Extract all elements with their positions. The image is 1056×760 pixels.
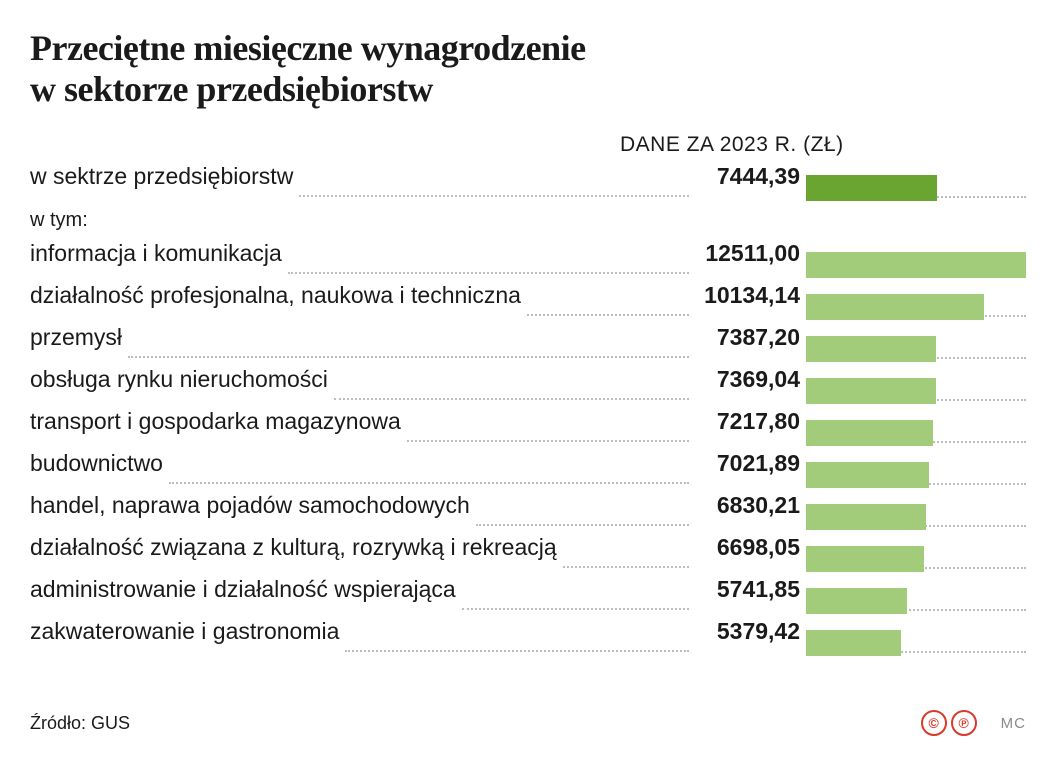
row-value: 6830,21 bbox=[695, 492, 800, 519]
dotted-leader bbox=[334, 397, 689, 400]
dotted-leader bbox=[563, 565, 689, 568]
row-value: 7444,39 bbox=[695, 163, 800, 190]
row-label: informacja i komunikacja bbox=[30, 240, 282, 267]
row-value: 12511,00 bbox=[695, 240, 800, 267]
bar bbox=[806, 504, 926, 530]
dotted-leader bbox=[169, 481, 689, 484]
row-label: handel, naprawa pojadów samochodowych bbox=[30, 492, 470, 519]
main-row: w sektrze przedsiębiorstw 7444,39 bbox=[30, 163, 1026, 203]
row-label: transport i gospodarka magazynowa bbox=[30, 408, 401, 435]
bar-track bbox=[806, 462, 1026, 488]
bar-track bbox=[806, 420, 1026, 446]
row-value: 5741,85 bbox=[695, 576, 800, 603]
bar bbox=[806, 588, 907, 614]
table-row: administrowanie i działalność wspierając… bbox=[30, 576, 1026, 616]
title-line-1: Przeciętne miesięczne wynagrodzenie bbox=[30, 28, 586, 68]
row-value: 5379,42 bbox=[695, 618, 800, 645]
column-header: DANE ZA 2023 R. (ZŁ) bbox=[620, 133, 1026, 157]
credit: MC bbox=[1001, 715, 1026, 732]
table-row: informacja i komunikacja 12511,00 bbox=[30, 240, 1026, 280]
row-value: 7387,20 bbox=[695, 324, 800, 351]
source-label: Źródło: GUS bbox=[30, 713, 130, 734]
dotted-leader bbox=[345, 649, 689, 652]
table-row: działalność profesjonalna, naukowa i tec… bbox=[30, 282, 1026, 322]
bar-track bbox=[806, 252, 1026, 278]
infographic: Przeciętne miesięczne wynagrodzenie w se… bbox=[0, 0, 1056, 760]
row-value: 6698,05 bbox=[695, 534, 800, 561]
table-row: obsługa rynku nieruchomości 7369,04 bbox=[30, 366, 1026, 406]
table-row: handel, naprawa pojadów samochodowych 683… bbox=[30, 492, 1026, 532]
footer: Źródło: GUS © ℗ MC bbox=[30, 710, 1026, 736]
table-row: transport i gospodarka magazynowa 7217,80 bbox=[30, 408, 1026, 448]
dotted-leader bbox=[407, 439, 689, 442]
row-label: zakwaterowanie i gastronomia bbox=[30, 618, 339, 645]
table-row: zakwaterowanie i gastronomia 5379,42 bbox=[30, 618, 1026, 658]
row-label: działalność profesjonalna, naukowa i tec… bbox=[30, 282, 521, 309]
bar bbox=[806, 175, 937, 201]
row-value: 7021,89 bbox=[695, 450, 800, 477]
row-label: obsługa rynku nieruchomości bbox=[30, 366, 328, 393]
dotted-leader bbox=[299, 194, 689, 197]
row-value: 10134,14 bbox=[695, 282, 800, 309]
badges: © ℗ bbox=[921, 710, 977, 736]
row-value: 7369,04 bbox=[695, 366, 800, 393]
phonogram-icon: ℗ bbox=[951, 710, 977, 736]
dotted-leader bbox=[527, 313, 689, 316]
row-label: działalność związana z kulturą, rozrywką… bbox=[30, 534, 557, 561]
bar bbox=[806, 630, 901, 656]
footer-right: © ℗ MC bbox=[921, 710, 1026, 736]
dotted-leader bbox=[462, 607, 689, 610]
table-row: działalność związana z kulturą, rozrywką… bbox=[30, 534, 1026, 574]
row-label: w sektrze przedsiębiorstw bbox=[30, 163, 293, 190]
rows-container: w sektrze przedsiębiorstw 7444,39 w tym:… bbox=[30, 163, 1026, 658]
bar-track bbox=[806, 588, 1026, 614]
table-row: budownictwo 7021,89 bbox=[30, 450, 1026, 490]
bar bbox=[806, 462, 929, 488]
bar bbox=[806, 378, 936, 404]
dotted-leader bbox=[288, 271, 689, 274]
bar-track bbox=[806, 294, 1026, 320]
page-title: Przeciętne miesięczne wynagrodzenie w se… bbox=[30, 28, 1026, 111]
dotted-leader bbox=[128, 355, 689, 358]
bar-track bbox=[806, 378, 1026, 404]
copyright-icon: © bbox=[921, 710, 947, 736]
bar bbox=[806, 420, 933, 446]
bar bbox=[806, 546, 924, 572]
row-label: administrowanie i działalność wspierając… bbox=[30, 576, 456, 603]
bar-track bbox=[806, 504, 1026, 530]
subhead: w tym: bbox=[30, 209, 1026, 232]
dotted-leader bbox=[476, 523, 689, 526]
title-line-2: w sektorze przedsiębiorstw bbox=[30, 69, 433, 109]
bar bbox=[806, 252, 1026, 278]
bar-track bbox=[806, 336, 1026, 362]
bar-track bbox=[806, 175, 1026, 201]
bar-track bbox=[806, 630, 1026, 656]
bar-track bbox=[806, 546, 1026, 572]
table-row: przemysł 7387,20 bbox=[30, 324, 1026, 364]
row-label: przemysł bbox=[30, 324, 122, 351]
row-label: budownictwo bbox=[30, 450, 163, 477]
row-value: 7217,80 bbox=[695, 408, 800, 435]
bar bbox=[806, 294, 984, 320]
bar bbox=[806, 336, 936, 362]
